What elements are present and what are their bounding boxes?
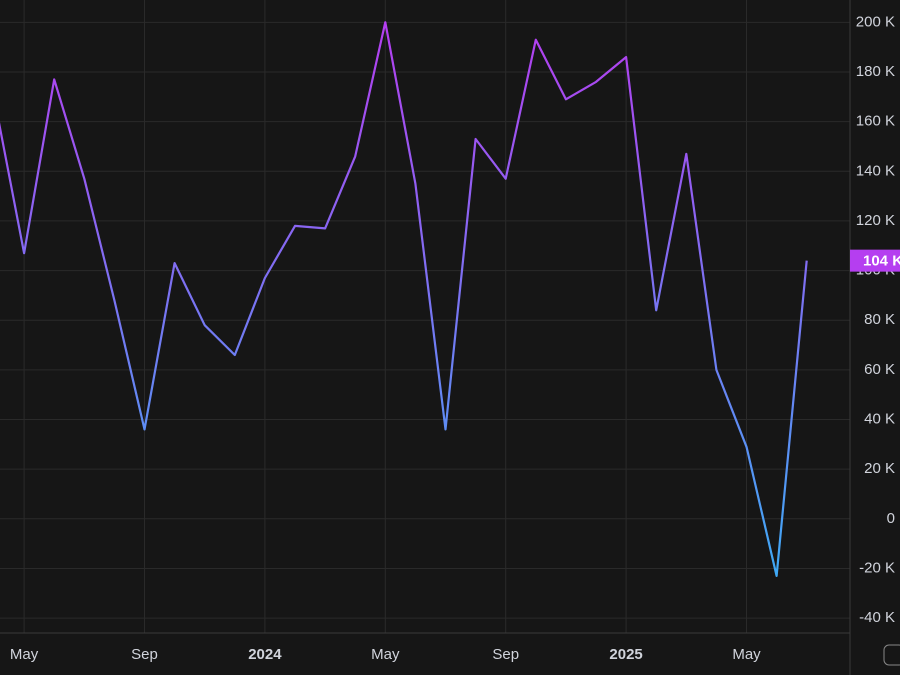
x-tick-label: May — [10, 646, 39, 663]
x-tick-label: Sep — [131, 646, 158, 663]
settings-button[interactable] — [883, 644, 900, 666]
plot — [0, 21, 808, 577]
y-tick-label: 0 — [887, 510, 895, 527]
last-value-box — [850, 249, 900, 272]
x-tick-label: 2024 — [248, 646, 282, 663]
y-tick-label: 40 K — [864, 410, 895, 427]
grid — [0, 0, 850, 633]
x-tick-label: May — [371, 646, 400, 663]
y-tick-label: 160 K — [856, 113, 895, 130]
y-tick-label: 60 K — [864, 361, 895, 378]
y-tick-label: 120 K — [856, 212, 895, 229]
y-tick-label: 180 K — [856, 63, 895, 80]
last-value-label: 104 K — [863, 253, 900, 270]
y-tick-label: 140 K — [856, 162, 895, 179]
y-tick-label: 80 K — [864, 311, 895, 328]
data-line — [0, 21, 808, 577]
y-tick-label: 200 K — [856, 13, 895, 30]
x-tick-label: May — [732, 646, 761, 663]
y-tick-label: -20 K — [859, 559, 895, 576]
y-tick-label: -40 K — [859, 609, 895, 626]
x-tick-label: Sep — [492, 646, 519, 663]
y-tick-label: 20 K — [864, 460, 895, 477]
x-tick-label: 2025 — [609, 646, 642, 663]
